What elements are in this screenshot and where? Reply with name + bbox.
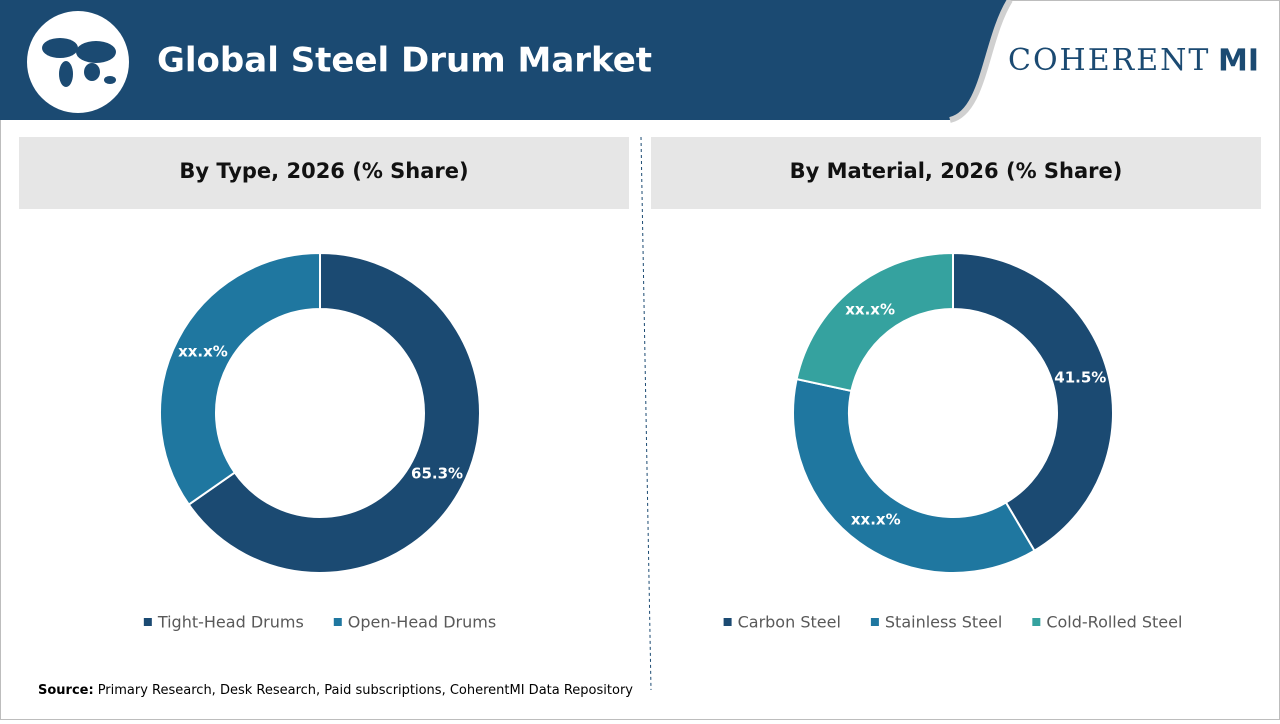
data-label: 65.3% (411, 465, 463, 483)
globe-icon (27, 11, 129, 113)
panel-header (651, 137, 1261, 209)
source-label: Source: (38, 683, 94, 698)
data-label: 41.5% (1054, 369, 1106, 387)
donut-slice (792, 377, 1036, 574)
source-text: Source: Primary Research, Desk Research, … (38, 683, 633, 698)
legend-label: Tight-Head Drums (157, 613, 304, 632)
legend-label: Open-Head Drums (348, 613, 496, 632)
source-body: Primary Research, Desk Research, Paid su… (98, 683, 634, 698)
legend-swatch (870, 618, 879, 626)
divider (640, 136, 652, 691)
header-title: Global Steel Drum Market (157, 41, 652, 81)
logo-accent: MI (1218, 44, 1259, 79)
chart-title: By Material, 2026 (% Share) (790, 159, 1123, 183)
logo-main: COHERENT (1008, 43, 1210, 78)
donut-slice (187, 251, 481, 574)
data-label: xx.x% (851, 511, 901, 529)
legend-label: Cold-Rolled Steel (1046, 613, 1182, 632)
chart-title: By Type, 2026 (% Share) (179, 159, 468, 183)
panel-header (19, 137, 629, 209)
donut-slice (795, 251, 954, 393)
donut-slice (952, 251, 1115, 553)
header-band (0, 0, 1010, 120)
legend-swatch (723, 618, 732, 626)
legend-swatch (1032, 618, 1041, 626)
header-curve (949, 0, 1013, 123)
legend-swatch (333, 618, 342, 626)
legend-label: Carbon Steel (738, 613, 841, 632)
donut-slice (159, 251, 321, 506)
legend-label: Stainless Steel (885, 613, 1002, 632)
legend-swatch (143, 618, 152, 626)
data-label: xx.x% (178, 342, 228, 360)
data-label: xx.x% (845, 301, 895, 319)
